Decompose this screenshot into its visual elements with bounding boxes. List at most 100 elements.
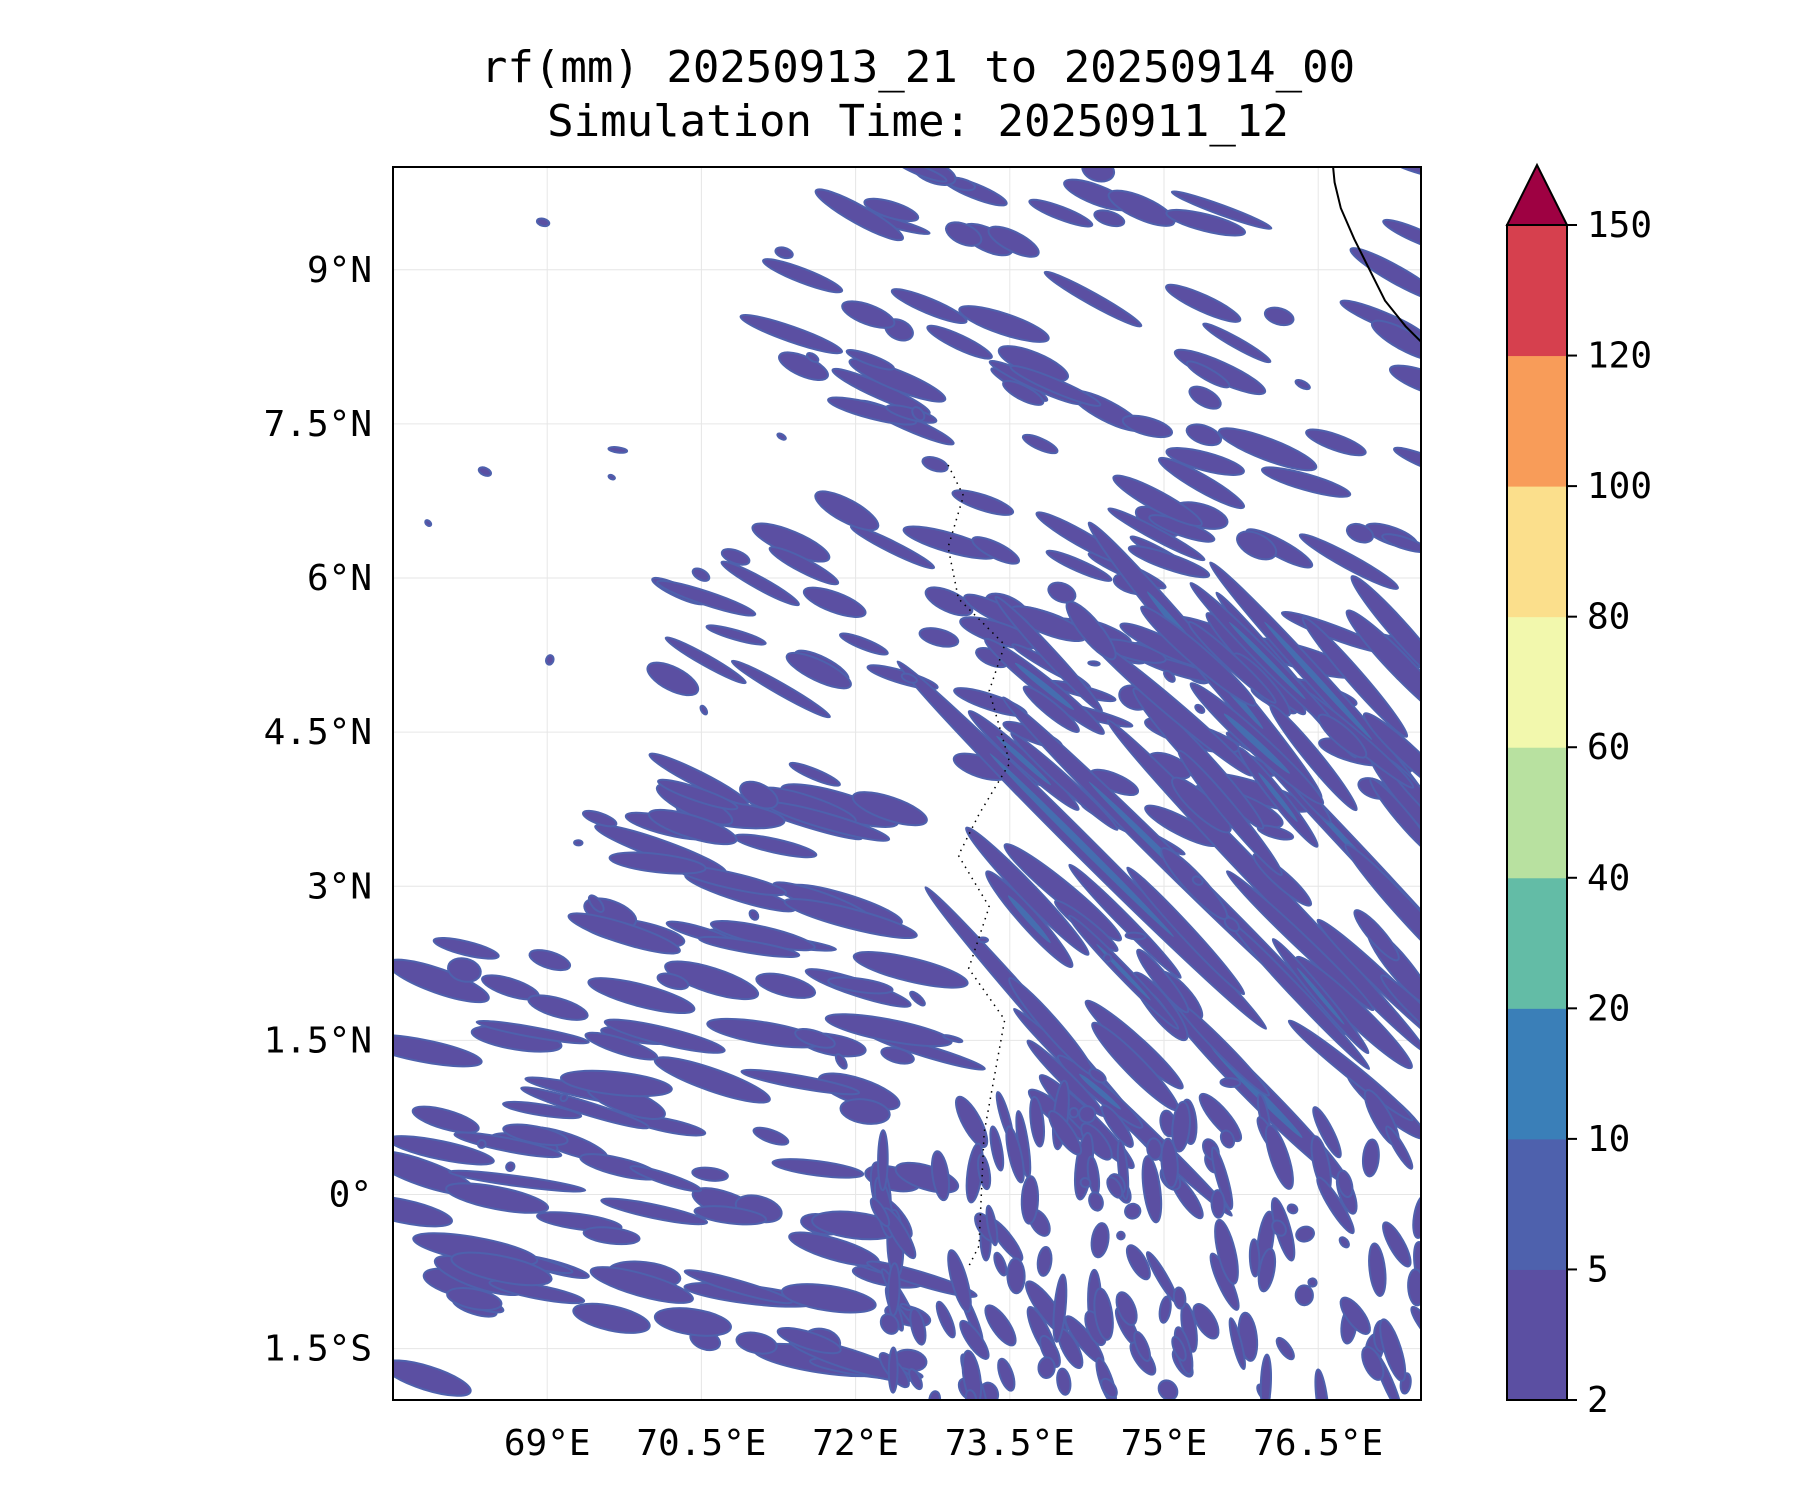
rain-streak bbox=[579, 1153, 660, 1181]
x-axis-ticks: 69°E 70.5°E 72°E 73.5°E 75°E 76.5°E bbox=[504, 1423, 1383, 1464]
x-tick-label: 75°E bbox=[1121, 1423, 1208, 1464]
colorbar-segment bbox=[1507, 877, 1567, 1009]
rain-streak bbox=[720, 548, 751, 566]
rain-streak bbox=[935, 1300, 956, 1339]
rain-streak bbox=[1165, 208, 1247, 237]
rain-streak bbox=[1271, 1219, 1287, 1237]
rain-streak bbox=[1088, 1067, 1107, 1084]
rain-streak bbox=[1219, 1077, 1242, 1089]
x-tick-label: 73.5°E bbox=[945, 1423, 1075, 1464]
rain-streak bbox=[445, 1182, 550, 1214]
rain-streak bbox=[653, 1056, 771, 1104]
rainfall-contours bbox=[393, 167, 1421, 1400]
rain-streak bbox=[393, 1194, 453, 1228]
rain-streak bbox=[1185, 360, 1231, 389]
rain-streak bbox=[607, 446, 629, 454]
rain-streak bbox=[1124, 1202, 1142, 1220]
rain-streak bbox=[1369, 777, 1421, 856]
x-tick-label: 69°E bbox=[504, 1423, 591, 1464]
colorbar-segment bbox=[1507, 747, 1567, 879]
colorbar-frame bbox=[1506, 224, 1568, 1401]
rain-streak bbox=[1045, 549, 1113, 582]
rain-streak bbox=[1219, 1129, 1236, 1149]
rain-streak bbox=[1223, 916, 1240, 933]
rain-streak bbox=[1263, 306, 1295, 327]
rain-streak bbox=[958, 305, 1050, 343]
colorbar-segment bbox=[1507, 355, 1567, 487]
colorbar-tick-label: 2 bbox=[1587, 1380, 1609, 1421]
rain-streak bbox=[1210, 1189, 1226, 1219]
rain-streak bbox=[600, 1197, 709, 1226]
rain-streak bbox=[1236, 530, 1278, 561]
rain-streak bbox=[572, 1302, 651, 1334]
rain-core bbox=[1223, 713, 1290, 774]
rain-streak bbox=[1009, 364, 1102, 407]
rain-streak bbox=[911, 406, 926, 422]
rain-streak bbox=[1368, 1242, 1387, 1297]
rain-streak bbox=[1112, 474, 1203, 527]
rain-core bbox=[1258, 772, 1298, 822]
rain-streak bbox=[1307, 1277, 1318, 1288]
rain-streak bbox=[955, 1095, 989, 1149]
chart-title-line-1: rf(mm) 20250913_21 to 20250914_00 bbox=[481, 42, 1355, 93]
rain-streak bbox=[827, 396, 918, 426]
x-tick-label: 72°E bbox=[812, 1423, 899, 1464]
rain-streak bbox=[909, 1307, 927, 1346]
rain-streak bbox=[841, 300, 896, 329]
colorbar-extend-arrow bbox=[1505, 162, 1569, 226]
rain-streak bbox=[393, 958, 490, 1004]
rain-streak bbox=[1316, 1176, 1355, 1235]
rain-streak bbox=[505, 1161, 516, 1172]
rain-streak bbox=[1002, 379, 1045, 406]
y-tick-label: 6°N bbox=[307, 558, 372, 599]
rain-streak bbox=[1191, 875, 1204, 886]
rain-band bbox=[1187, 620, 1277, 704]
coastline bbox=[947, 167, 1421, 1267]
rain-streak bbox=[877, 1129, 889, 1192]
rain-streak bbox=[1107, 507, 1206, 562]
rain-streak bbox=[845, 349, 895, 371]
rain-streak bbox=[1029, 1095, 1046, 1148]
rain-streak bbox=[739, 313, 844, 355]
rain-streak bbox=[657, 778, 739, 811]
rain-core bbox=[1079, 1073, 1122, 1110]
rain-streak bbox=[1157, 456, 1246, 510]
rain-streak bbox=[450, 1251, 553, 1287]
colorbar-tick-label: 120 bbox=[1587, 336, 1652, 377]
rain-streak bbox=[648, 752, 749, 806]
rain-streak bbox=[1382, 218, 1421, 254]
rain-streak bbox=[947, 1249, 972, 1313]
rain-streak bbox=[1388, 364, 1421, 401]
rain-streak bbox=[848, 358, 947, 403]
rain-streak bbox=[1171, 1335, 1187, 1362]
rain-core bbox=[1014, 662, 1075, 711]
rain-streak bbox=[1165, 447, 1245, 476]
rain-streak bbox=[1185, 423, 1223, 447]
rain-streak bbox=[447, 957, 482, 983]
rain-streak bbox=[1133, 1330, 1151, 1362]
rain-streak bbox=[664, 960, 760, 1001]
rain-streak bbox=[733, 833, 818, 859]
rain-streak bbox=[794, 1028, 836, 1049]
rain-streak bbox=[814, 490, 880, 532]
rain-streak bbox=[984, 1304, 1017, 1347]
rain-streak bbox=[603, 1018, 726, 1054]
rain-streak bbox=[477, 466, 493, 477]
rain-streak bbox=[453, 1131, 563, 1159]
rain-streak bbox=[1407, 1268, 1421, 1307]
rain-streak bbox=[1165, 283, 1242, 323]
rain-streak bbox=[1260, 466, 1352, 498]
colorbar-tick-label: 20 bbox=[1587, 988, 1630, 1029]
rain-streak bbox=[1294, 1284, 1314, 1307]
rain-streak bbox=[393, 1135, 495, 1166]
rain-streak bbox=[762, 258, 844, 294]
rain-streak bbox=[1056, 1367, 1072, 1396]
rain-streak bbox=[1259, 1353, 1273, 1400]
rain-streak bbox=[693, 1205, 768, 1226]
rain-streak bbox=[1100, 1377, 1118, 1399]
rain-streak bbox=[994, 595, 1103, 713]
india-coastline bbox=[1332, 167, 1421, 344]
rain-streak bbox=[448, 1169, 587, 1193]
rain-streak bbox=[1170, 190, 1273, 230]
rain-band bbox=[1225, 870, 1375, 1012]
